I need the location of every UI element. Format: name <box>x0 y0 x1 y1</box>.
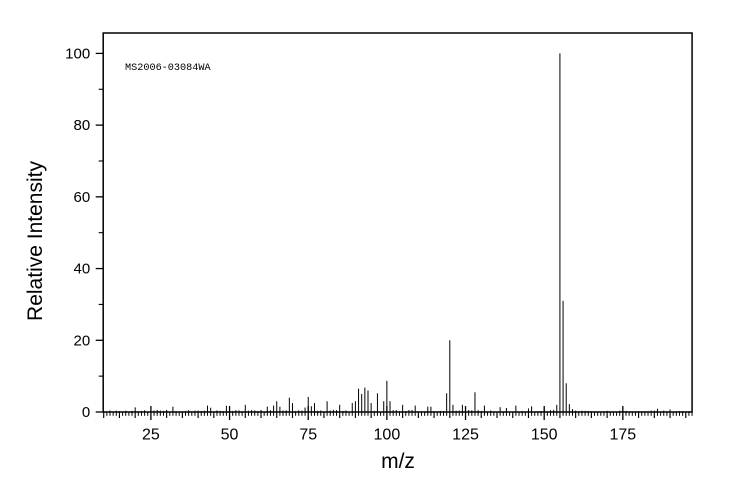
svg-text:100: 100 <box>374 427 401 444</box>
svg-text:60: 60 <box>74 189 91 206</box>
svg-text:Relative Intensity: Relative Intensity <box>24 161 47 321</box>
svg-text:0: 0 <box>82 404 90 421</box>
svg-text:25: 25 <box>142 427 160 444</box>
svg-text:20: 20 <box>74 332 91 349</box>
svg-text:MS2006-03084WA: MS2006-03084WA <box>125 63 211 74</box>
svg-text:75: 75 <box>299 427 317 444</box>
svg-text:150: 150 <box>531 427 558 444</box>
svg-text:80: 80 <box>74 117 91 134</box>
svg-text:m/z: m/z <box>381 450 415 473</box>
svg-text:100: 100 <box>65 45 90 62</box>
svg-text:175: 175 <box>609 427 636 444</box>
svg-text:125: 125 <box>452 427 479 444</box>
svg-text:40: 40 <box>74 261 91 278</box>
svg-text:50: 50 <box>221 427 239 444</box>
